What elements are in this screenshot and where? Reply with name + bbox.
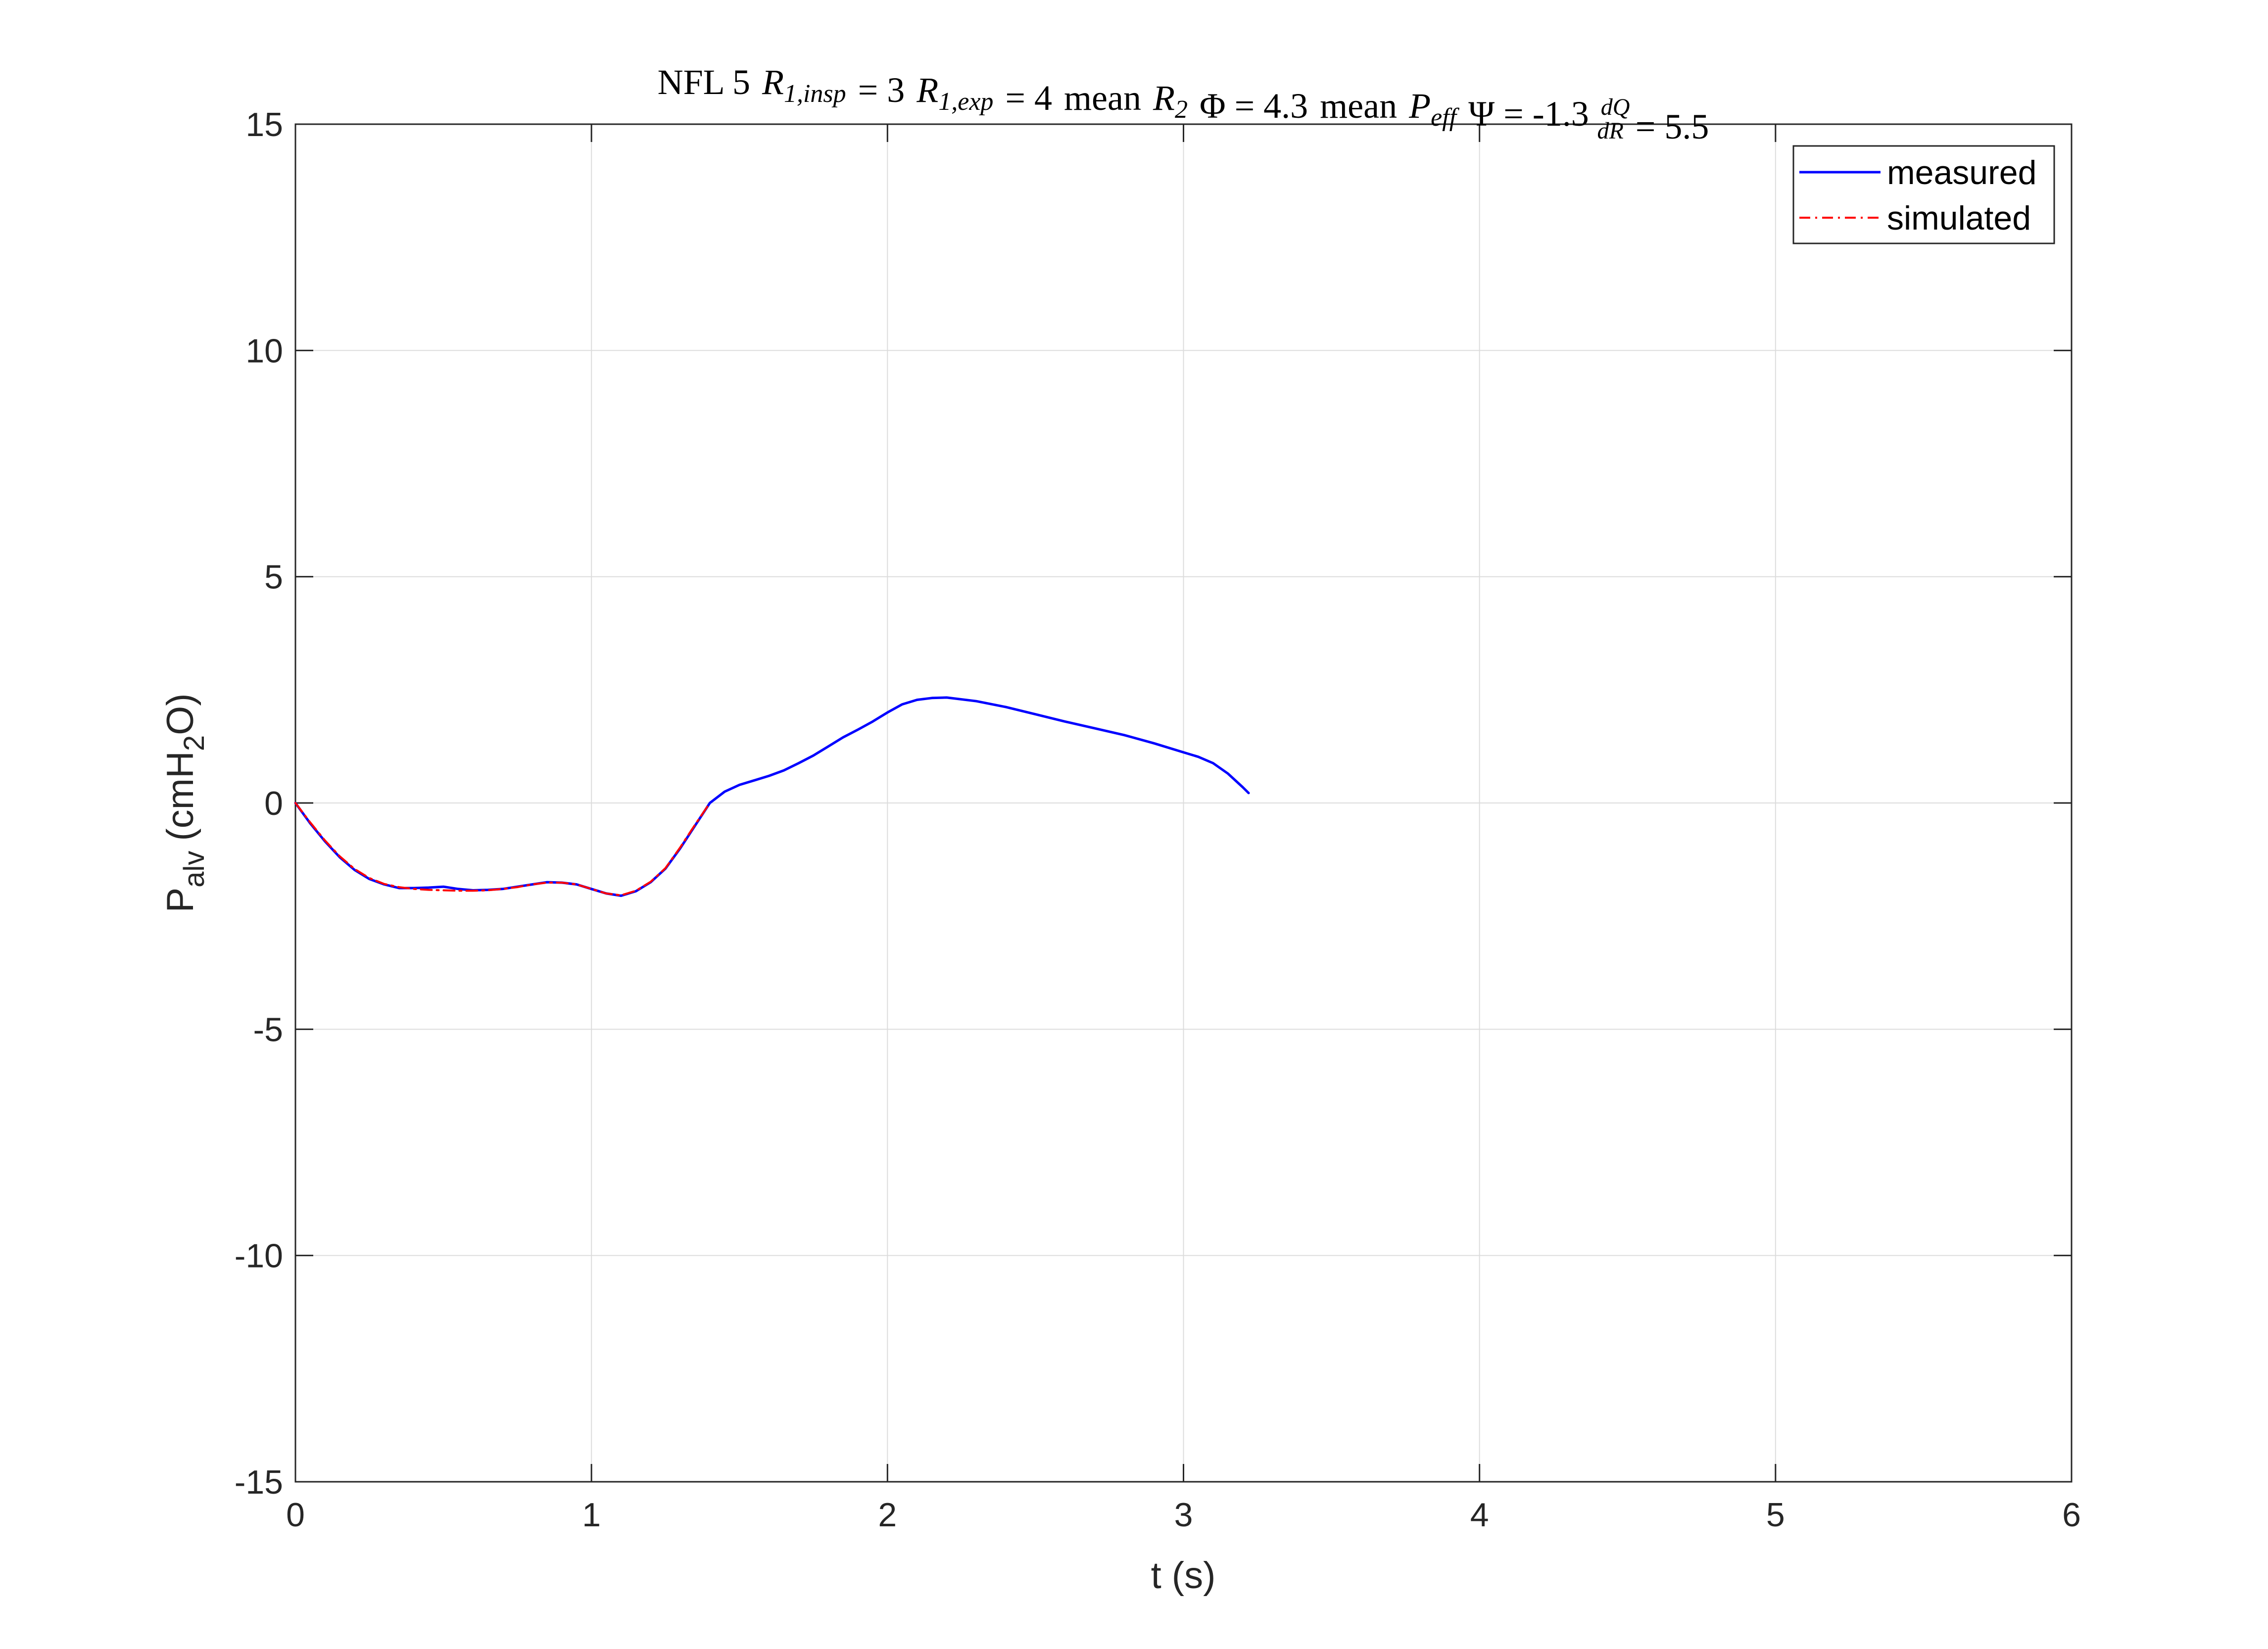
tick-marks: [294, 123, 2073, 1483]
grid: [295, 124, 2072, 1482]
title-fraction-denominator: dR: [1597, 118, 1623, 144]
y-label-base: P: [159, 888, 201, 913]
x-tick-label: 5: [1766, 1496, 1785, 1534]
tick-labels: 0 1 2 3 4 5 6 -15 -10 -5 0 5 10 15: [235, 106, 2081, 1534]
title-subscript: 1,exp: [938, 88, 993, 116]
y-tick-label: 5: [264, 559, 283, 596]
y-tick-label: 15: [245, 106, 283, 143]
y-tick-label: 0: [264, 785, 283, 822]
title-text-segment: Φ = 4.3: [1200, 86, 1308, 126]
legend-box: [1792, 145, 2055, 244]
y-tick-label: -15: [235, 1463, 283, 1501]
title-fraction-numerator: dQ: [1601, 94, 1630, 120]
title-subscript: 2: [1175, 95, 1188, 124]
x-axis-label: t (s): [1151, 1555, 1216, 1597]
y-tick-label: -5: [253, 1011, 283, 1048]
y-tick-label: -10: [235, 1237, 283, 1275]
title-text-segment: mean: [1320, 86, 1397, 126]
x-tick-label: 2: [878, 1496, 897, 1534]
title-variable: R: [762, 62, 784, 102]
y-label-unit-start: (cmH: [159, 751, 201, 841]
y-label-sub: alv: [178, 851, 210, 888]
legend-measured-label: measured: [1887, 154, 2036, 191]
title-text-segment: Ψ = -1.3: [1468, 94, 1589, 134]
title-variable: R: [916, 70, 938, 110]
x-tick-label: 1: [582, 1496, 601, 1534]
series-line-measured: [294, 696, 1250, 897]
title-text-segment: NFL 5: [658, 62, 750, 102]
legend-simulated-label: simulated: [1887, 199, 2031, 237]
x-tick-label: 6: [2062, 1496, 2081, 1534]
title-variable: R: [1153, 78, 1175, 118]
legend: measured simulated: [1792, 145, 2055, 244]
y-label-unit-end: O): [159, 693, 201, 735]
y-label-unit-sub: 2: [178, 735, 210, 751]
x-tick-label: 3: [1174, 1496, 1193, 1534]
chart-title: NFL 5 R1,insp = 3 R1,exp = 4 mean R2 Φ = 4.3 mea…: [658, 62, 1709, 146]
title-text-segment: mean: [1064, 78, 1141, 118]
title-variable: P: [1408, 86, 1431, 126]
title-subscript: eff: [1431, 103, 1460, 132]
x-tick-label: 0: [286, 1496, 305, 1534]
x-tick-label: 4: [1470, 1496, 1489, 1534]
y-axis-label: Palv (cmH2O): [159, 693, 210, 912]
title-text-segment: = 5.5: [1636, 107, 1709, 146]
series-line-simulated: [294, 802, 711, 896]
y-tick-label: 10: [245, 332, 283, 370]
title-text-segment: = 4: [1005, 78, 1052, 118]
title-text-segment: = 3: [858, 70, 905, 110]
title-subscript: 1,insp: [784, 80, 846, 108]
series-lines: [294, 696, 1250, 897]
